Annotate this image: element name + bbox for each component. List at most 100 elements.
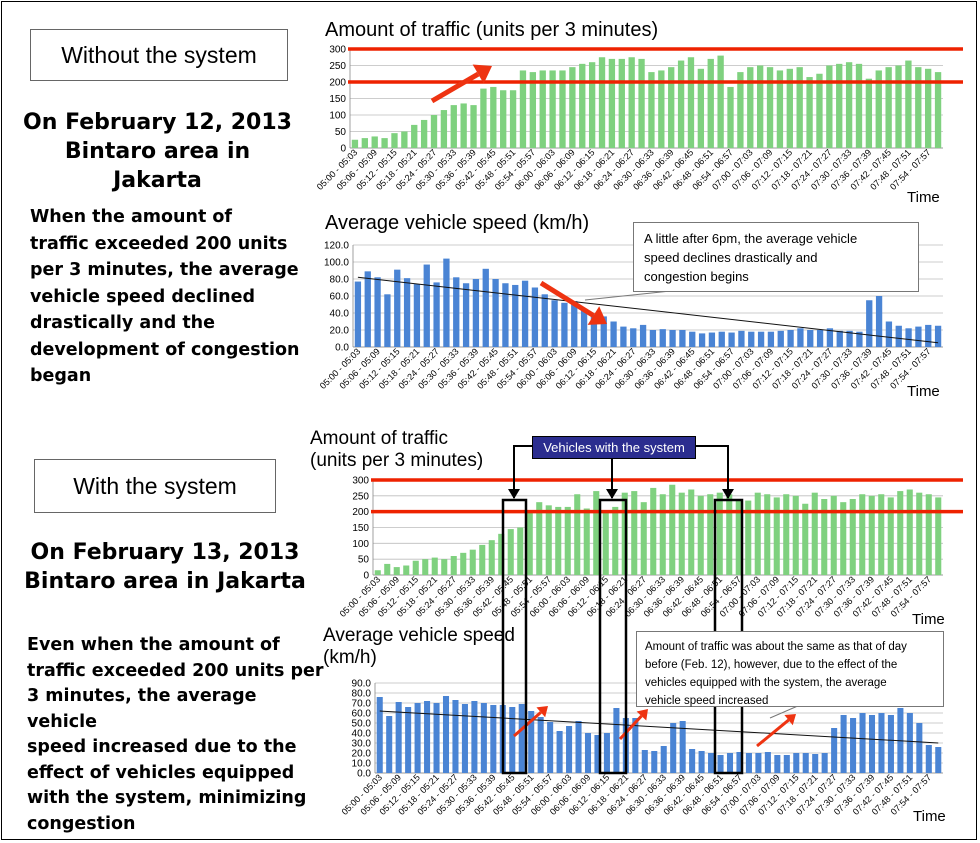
bar (745, 500, 752, 575)
bar (588, 62, 596, 149)
bar (718, 331, 725, 347)
bar (608, 58, 616, 148)
chart-title-traffic-feb13: Amount of traffic (units per 3 minutes) (310, 428, 485, 472)
bar (807, 330, 814, 347)
bar (689, 331, 696, 347)
bar (836, 330, 843, 347)
bar (906, 489, 913, 575)
bar (618, 58, 625, 148)
bar (471, 701, 478, 773)
bar (423, 264, 430, 347)
bar (462, 283, 470, 347)
callout-line: Amount of traffic was about the same as … (645, 641, 907, 653)
y-tick-label: 60.0 (330, 292, 350, 303)
bar (821, 499, 828, 575)
bar (735, 499, 742, 575)
with-system-label: With the system (73, 472, 237, 499)
bar (461, 704, 468, 773)
bar (697, 68, 705, 148)
bar (887, 497, 894, 575)
bar (490, 86, 497, 148)
bar (537, 717, 544, 773)
bar (875, 296, 883, 347)
bar (490, 705, 497, 773)
bar (757, 331, 765, 347)
bar (773, 497, 780, 575)
bar (689, 749, 696, 773)
bar (507, 529, 514, 575)
y-tick-label: 0.0 (357, 769, 371, 780)
bar (450, 105, 457, 148)
bar (482, 268, 489, 347)
callout-line: speed declines drastically and (644, 250, 818, 265)
bar (764, 752, 771, 773)
without-date-block: On February 12, 2013 Bintaro area in Jak… (20, 108, 295, 195)
bar (688, 489, 695, 575)
bar (354, 281, 362, 347)
desc-line: speed increased due to the (27, 737, 297, 757)
bar (777, 330, 784, 347)
bar (925, 494, 932, 575)
arrow-head (784, 714, 796, 726)
bar (669, 330, 676, 347)
bar (395, 702, 402, 773)
bar (441, 559, 448, 575)
bar (374, 570, 381, 575)
bar (412, 560, 419, 575)
bar (405, 707, 412, 773)
bar (472, 279, 480, 347)
connector-arrowhead (508, 489, 520, 499)
bar (555, 506, 562, 575)
y-tick-label: 120.0 (324, 241, 349, 252)
bar (443, 258, 450, 347)
bar (756, 65, 764, 148)
bar (766, 67, 774, 148)
bar (669, 484, 676, 575)
bar (787, 330, 794, 347)
desc-line: When the amount of (30, 207, 233, 227)
bar (916, 723, 923, 773)
arrow-head (636, 709, 648, 721)
y-tick-label: 100.0 (324, 258, 349, 269)
callout-line: before (Feb. 12), however, due to the ef… (645, 659, 898, 671)
bar (517, 527, 524, 575)
arrow-shaft (430, 71, 480, 104)
bar (925, 745, 932, 773)
bar (859, 494, 866, 575)
desc-line: drastically and the (30, 313, 216, 333)
bar (925, 324, 932, 347)
increase-arrow (756, 714, 796, 748)
bar (531, 287, 539, 347)
connector-line (694, 445, 729, 498)
bar (536, 502, 543, 575)
callout-line: congestion begins (644, 269, 749, 284)
bar (650, 487, 657, 575)
bar (668, 67, 675, 148)
arrow-shaft (618, 714, 643, 741)
bar (610, 321, 617, 347)
y-tick-label: 200 (352, 507, 369, 518)
bar (571, 301, 578, 347)
bar (811, 492, 818, 575)
bar (905, 328, 912, 347)
bar (361, 138, 368, 148)
bar (528, 711, 535, 773)
bar (640, 502, 647, 575)
bar (424, 701, 431, 773)
bar (826, 65, 833, 148)
desc-line: congestion (27, 813, 136, 834)
y-tick-label: 0.0 (335, 343, 349, 354)
bar (433, 703, 440, 773)
bar (934, 72, 942, 148)
bar (776, 70, 784, 148)
bar (580, 308, 588, 347)
bar (509, 90, 517, 148)
y-tick-label: 80.0 (352, 689, 372, 700)
bar (885, 321, 893, 347)
with-description: Even when the amount of traffic exceeded… (27, 633, 327, 837)
callout-line: vehicles equipped with the system, the a… (645, 677, 887, 689)
bar (480, 88, 487, 148)
y-tick-label: 0 (340, 144, 346, 155)
bar (831, 728, 838, 773)
